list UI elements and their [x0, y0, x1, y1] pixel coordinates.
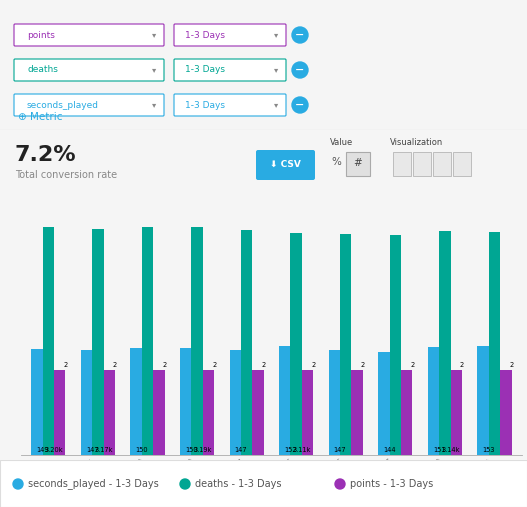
Bar — [180, 348, 191, 455]
FancyBboxPatch shape — [14, 94, 164, 116]
Text: deaths - 1-3 Days: deaths - 1-3 Days — [195, 479, 281, 489]
Text: 149: 149 — [36, 447, 49, 453]
Bar — [203, 370, 214, 455]
FancyBboxPatch shape — [174, 94, 286, 116]
Bar — [302, 370, 313, 455]
FancyBboxPatch shape — [393, 152, 411, 176]
Circle shape — [292, 27, 308, 43]
Text: ▾: ▾ — [152, 30, 156, 40]
Circle shape — [292, 97, 308, 113]
Text: 2: 2 — [113, 362, 117, 368]
Text: −: − — [295, 30, 305, 40]
Text: %: % — [331, 157, 341, 167]
Text: points: points — [27, 30, 55, 40]
Circle shape — [13, 479, 23, 489]
Bar — [104, 370, 115, 455]
FancyBboxPatch shape — [413, 152, 431, 176]
Text: 152: 152 — [284, 447, 297, 453]
Text: ⬇ CSV: ⬇ CSV — [270, 160, 300, 168]
Text: #: # — [354, 158, 363, 168]
Text: 150: 150 — [185, 447, 198, 453]
Bar — [241, 230, 252, 455]
Text: 3.20k: 3.20k — [45, 447, 63, 453]
Text: 1-3 Days: 1-3 Days — [185, 100, 225, 110]
Bar — [439, 231, 451, 455]
Circle shape — [335, 479, 345, 489]
Text: 3.11k: 3.11k — [292, 447, 311, 453]
Text: 2: 2 — [212, 362, 216, 368]
Bar — [290, 233, 302, 455]
Text: 151: 151 — [433, 447, 445, 453]
Circle shape — [292, 62, 308, 78]
FancyBboxPatch shape — [14, 24, 164, 46]
Text: 2: 2 — [411, 362, 415, 368]
Text: 2: 2 — [311, 362, 316, 368]
Text: 150: 150 — [135, 447, 148, 453]
Bar — [43, 227, 54, 455]
Text: 147: 147 — [334, 447, 346, 453]
FancyBboxPatch shape — [174, 59, 286, 81]
Bar — [230, 350, 241, 455]
Bar — [31, 349, 43, 455]
Text: 2: 2 — [460, 362, 464, 368]
Bar — [130, 348, 142, 455]
Text: deaths: deaths — [27, 65, 58, 75]
Text: 1-3 Days: 1-3 Days — [185, 30, 225, 40]
Bar — [81, 350, 92, 455]
Text: 1-3 Days: 1-3 Days — [185, 65, 225, 75]
Text: 2: 2 — [510, 362, 514, 368]
Bar — [54, 370, 65, 455]
Text: 3.14k: 3.14k — [441, 447, 460, 453]
Bar — [153, 370, 164, 455]
Text: ⊕ Metric: ⊕ Metric — [18, 112, 63, 122]
Text: ▾: ▾ — [152, 65, 156, 75]
Text: 2: 2 — [63, 362, 67, 368]
Text: ▾: ▾ — [274, 100, 278, 110]
Text: 144: 144 — [383, 447, 396, 453]
Text: 3.19k: 3.19k — [193, 447, 212, 453]
Circle shape — [180, 479, 190, 489]
Text: 3.17k: 3.17k — [94, 447, 113, 453]
Text: 2: 2 — [361, 362, 365, 368]
Bar — [279, 346, 290, 455]
Bar — [92, 229, 104, 455]
Text: Visualization: Visualization — [390, 138, 443, 147]
Text: 153: 153 — [483, 447, 495, 453]
FancyBboxPatch shape — [453, 152, 471, 176]
Text: ▾: ▾ — [152, 100, 156, 110]
Text: −: − — [295, 65, 305, 75]
FancyBboxPatch shape — [14, 59, 164, 81]
Bar — [142, 227, 153, 455]
Bar — [191, 228, 203, 455]
Text: ▾: ▾ — [274, 30, 278, 40]
Text: 147: 147 — [235, 447, 247, 453]
FancyBboxPatch shape — [346, 152, 370, 176]
Bar — [378, 352, 389, 455]
Bar — [451, 370, 462, 455]
Text: Total conversion rate: Total conversion rate — [15, 170, 117, 180]
Text: −: − — [295, 100, 305, 110]
Text: 147: 147 — [86, 447, 99, 453]
Text: seconds_played: seconds_played — [27, 100, 99, 110]
Bar — [500, 370, 512, 455]
FancyBboxPatch shape — [174, 24, 286, 46]
Bar — [329, 350, 340, 455]
Bar — [352, 370, 363, 455]
Text: ▾: ▾ — [274, 65, 278, 75]
Bar — [340, 234, 352, 455]
Bar — [477, 346, 489, 455]
FancyBboxPatch shape — [256, 150, 315, 180]
Text: seconds_played - 1-3 Days: seconds_played - 1-3 Days — [28, 479, 159, 489]
Bar — [428, 347, 439, 455]
Text: Value: Value — [330, 138, 353, 147]
FancyBboxPatch shape — [433, 152, 451, 176]
Text: 2: 2 — [162, 362, 167, 368]
Bar — [401, 370, 413, 455]
Text: 2: 2 — [261, 362, 266, 368]
Bar — [489, 232, 500, 455]
Bar — [252, 370, 264, 455]
Text: 7.2%: 7.2% — [15, 145, 76, 165]
Text: points - 1-3 Days: points - 1-3 Days — [350, 479, 433, 489]
Bar — [389, 235, 401, 455]
